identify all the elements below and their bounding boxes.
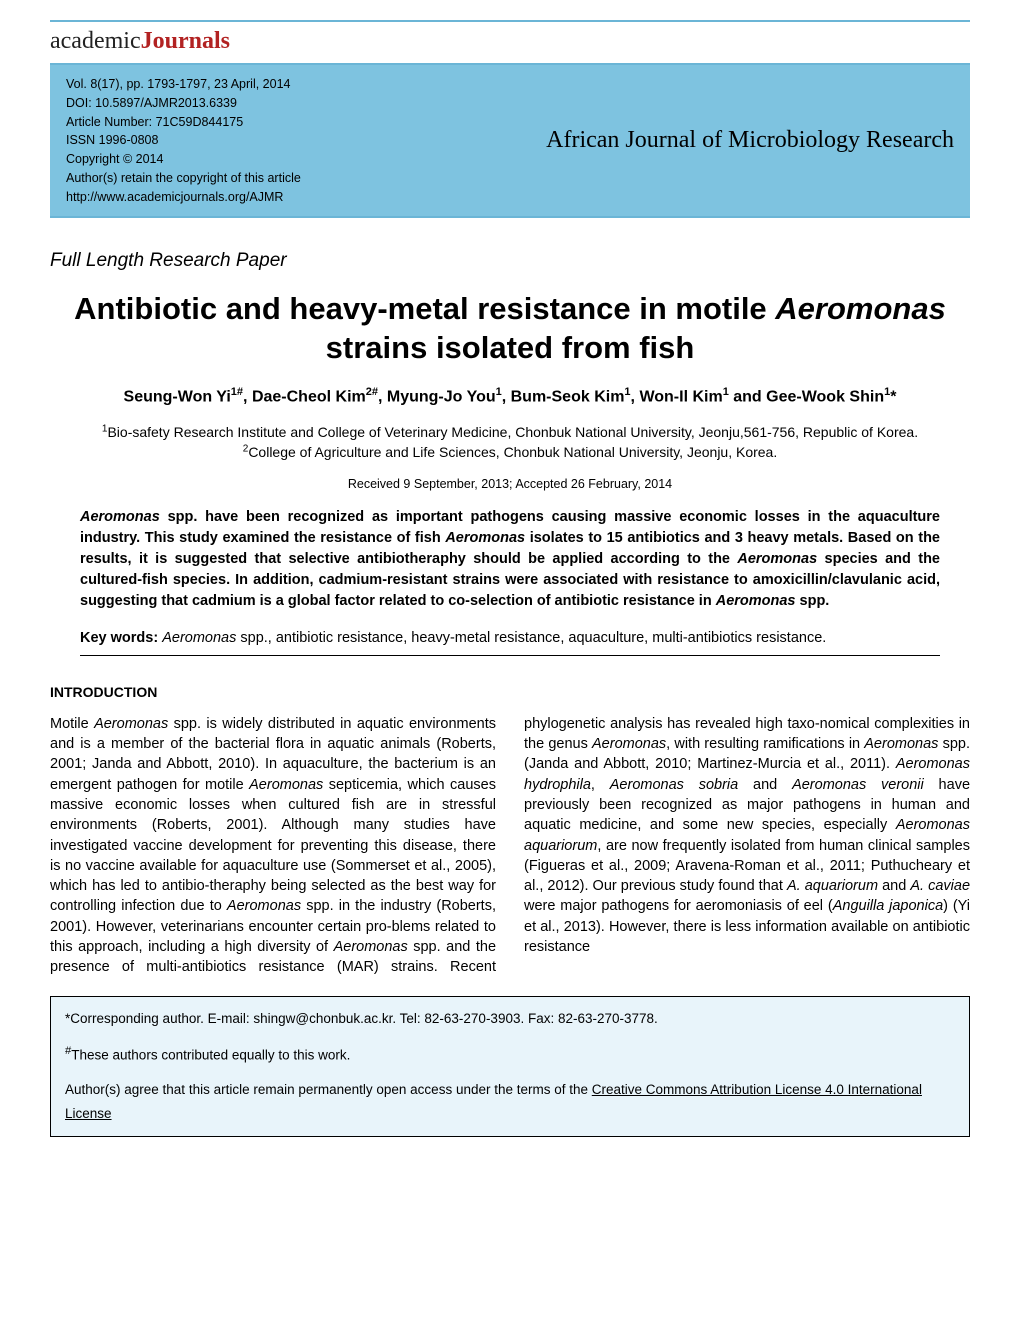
meta-copyright: Copyright © 2014 [66,150,301,169]
abstract: Aeromonas spp. have been recognized as i… [80,507,940,612]
keywords-text: Aeromonas spp., antibiotic resistance, h… [158,630,826,646]
corresponding-author: *Corresponding author. E-mail: shingw@ch… [65,1007,955,1031]
keywords: Key words: Aeromonas spp., antibiotic re… [80,628,940,649]
logo: academicJournals [50,28,970,55]
meta-issn: ISSN 1996-0808 [66,131,301,150]
footer-box: *Corresponding author. E-mail: shingw@ch… [50,996,970,1138]
meta-url: http://www.academicjournals.org/AJMR [66,188,301,207]
affiliation-2: College of Agriculture and Life Sciences… [248,444,777,460]
meta-doi: DOI: 10.5897/AJMR2013.6339 [66,94,301,113]
meta-rights: Author(s) retain the copyright of this a… [66,169,301,188]
logo-journals: Journals [141,28,230,54]
title-part2: strains isolated from fish [326,330,695,365]
meta-article-number: Article Number: 71C59D844175 [66,113,301,132]
keywords-label: Key words: [80,630,158,646]
journal-name: African Journal of Microbiology Research [546,127,954,154]
paper-title: Antibiotic and heavy-metal resistance in… [50,290,970,368]
affiliation-1: Bio-safety Research Institute and Colleg… [107,424,918,440]
body-text: Motile Aeromonas spp. is widely distribu… [50,714,970,978]
authors: Seung-Won Yi1#, Dae-Cheol Kim2#, Myung-J… [50,386,970,406]
header-box: Vol. 8(17), pp. 1793-1797, 23 April, 201… [50,63,970,218]
license-statement: Author(s) agree that this article remain… [65,1078,955,1127]
title-em: Aeromonas [775,291,946,326]
title-part1: Antibiotic and heavy-metal resistance in… [74,291,775,326]
dates: Received 9 September, 2013; Accepted 26 … [50,477,970,491]
affiliations: 1Bio-safety Research Institute and Colle… [50,422,970,463]
section-heading-introduction: INTRODUCTION [50,684,970,700]
equal-contribution: #These authors contributed equally to th… [65,1041,955,1068]
paper-type: Full Length Research Paper [50,250,970,272]
top-rule [50,20,970,22]
article-meta: Vol. 8(17), pp. 1793-1797, 23 April, 201… [66,75,301,206]
logo-academic: academic [50,28,141,54]
keywords-rule [80,655,940,656]
meta-volume: Vol. 8(17), pp. 1793-1797, 23 April, 201… [66,75,301,94]
